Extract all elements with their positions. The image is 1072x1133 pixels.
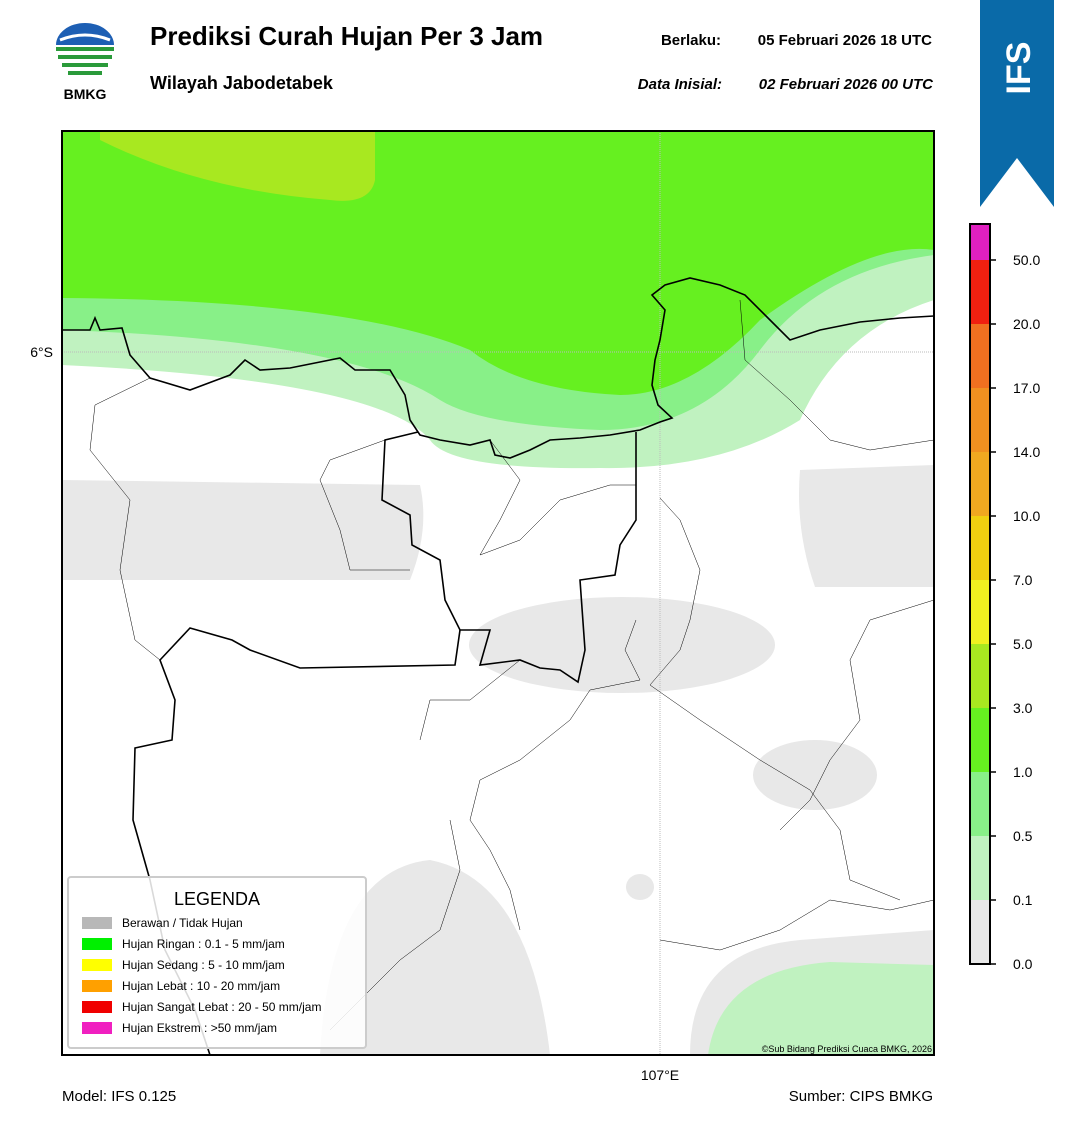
logo-text: BMKG xyxy=(64,86,107,102)
legend-title: LEGENDA xyxy=(174,889,260,909)
valid-label: Berlaku: xyxy=(661,32,721,49)
colorbar-tick-label: 0.5 xyxy=(1013,828,1033,844)
legend-swatch xyxy=(82,917,112,929)
lon-label: 107°E xyxy=(641,1067,679,1083)
legend-item: Hujan Ringan : 0.1 - 5 mm/jam xyxy=(122,937,285,951)
colorbar-segment xyxy=(970,772,990,836)
legend-item: Hujan Sangat Lebat : 20 - 50 mm/jam xyxy=(122,1000,321,1014)
colorbar-tick-label: 3.0 xyxy=(1013,700,1033,716)
map-area xyxy=(62,131,934,1055)
footer-model: Model: IFS 0.125 xyxy=(62,1088,176,1105)
colorbar: 0.0 0.1 0.5 1.0 3.0 5.0 7.0 10.0 14.0 17.0 20.0 50.… xyxy=(969,223,1040,972)
init-time: 02 Februari 2026 00 UTC xyxy=(759,76,934,93)
colorbar-tick-label: 10.0 xyxy=(1013,508,1040,524)
colorbar-segment xyxy=(970,260,990,324)
lat-label: 6°S xyxy=(30,344,53,360)
legend-swatch xyxy=(82,1022,112,1034)
colorbar-segment xyxy=(970,708,990,772)
colorbar-segment xyxy=(970,388,990,452)
badge-text: IFS xyxy=(1000,42,1038,95)
init-label: Data Inisial: xyxy=(638,76,722,93)
legend-swatch xyxy=(82,1001,112,1013)
colorbar-tick-label: 1.0 xyxy=(1013,764,1033,780)
credit: ©Sub Bidang Prediksi Cuaca BMKG, 2026 xyxy=(762,1044,932,1054)
colorbar-tick-label: 0.1 xyxy=(1013,892,1033,908)
colorbar-segment xyxy=(970,900,990,964)
legend-swatch xyxy=(82,938,112,950)
colorbar-segment xyxy=(970,224,990,260)
colorbar-frame xyxy=(969,223,991,965)
legend-item: Hujan Sedang : 5 - 10 mm/jam xyxy=(122,958,285,972)
colorbar-segment xyxy=(970,644,990,708)
colorbar-tick-label: 14.0 xyxy=(1013,444,1040,460)
legend-item: Hujan Ekstrem : >50 mm/jam xyxy=(122,1021,277,1035)
legend-swatch xyxy=(82,980,112,992)
colorbar-segment xyxy=(970,580,990,644)
badge-ribbon xyxy=(980,0,1054,207)
map-frame xyxy=(61,130,935,1056)
legend-item: Hujan Lebat : 10 - 20 mm/jam xyxy=(122,979,280,993)
legend-swatch xyxy=(82,959,112,971)
footer-source: Sumber: CIPS BMKG xyxy=(789,1088,933,1105)
colorbar-tick-label: 0.0 xyxy=(1013,956,1033,972)
colorbar-segment xyxy=(970,516,990,580)
colorbar-segment xyxy=(970,452,990,516)
colorbar-tick-label: 17.0 xyxy=(1013,380,1040,396)
colorbar-tick-label: 50.0 xyxy=(1013,252,1040,268)
legend: LEGENDA Berawan / Tidak Hujan Hujan Ringa… xyxy=(67,876,367,1049)
valid-time: 05 Februari 2026 18 UTC xyxy=(758,32,932,49)
colorbar-tick-label: 20.0 xyxy=(1013,316,1040,332)
legend-item: Berawan / Tidak Hujan xyxy=(122,916,243,930)
colorbar-segment xyxy=(970,324,990,388)
subtitle: Wilayah Jabodetabek xyxy=(150,73,334,93)
colorbar-segment xyxy=(970,836,990,900)
title: Prediksi Curah Hujan Per 3 Jam xyxy=(150,21,543,51)
colorbar-tick-label: 5.0 xyxy=(1013,636,1033,652)
colorbar-tick-label: 7.0 xyxy=(1013,572,1033,588)
logo xyxy=(56,23,114,75)
